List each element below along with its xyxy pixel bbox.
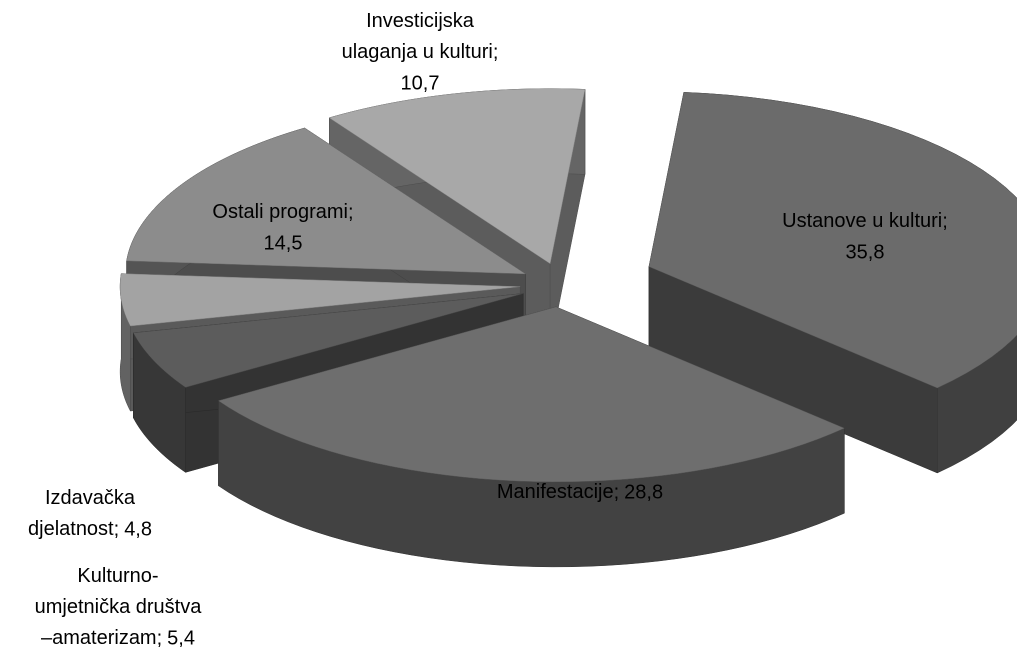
data-label-separator: ; xyxy=(493,41,499,63)
data-label: Ostali programi xyxy=(212,201,348,223)
data-label: Manifestacije xyxy=(497,481,614,503)
data-label-separator: ; xyxy=(614,481,620,503)
data-label-value: 14,5 xyxy=(264,232,303,254)
data-label: Kulturno-umjetnička društva –amaterizam xyxy=(35,565,203,649)
data-label-value: 28,8 xyxy=(624,481,663,503)
data-label-value: 5,4 xyxy=(167,627,195,649)
data-label: Izdavačka djelatnost xyxy=(28,487,136,540)
data-label-value: 4,8 xyxy=(124,518,152,540)
slice-top xyxy=(648,92,1017,389)
slice xyxy=(217,306,845,568)
data-label-value: 10,7 xyxy=(401,72,440,94)
data-label-value: 35,8 xyxy=(846,241,885,263)
data-label: Investicijska ulaganja u kulturi xyxy=(342,10,493,63)
data-label-separator: ; xyxy=(348,201,354,223)
data-label-separator: ; xyxy=(157,627,163,649)
slice-top xyxy=(119,273,521,327)
slice xyxy=(648,92,1017,474)
slice-top xyxy=(328,88,586,265)
slice-top xyxy=(126,127,527,275)
data-label-separator: ; xyxy=(942,210,948,232)
data-label-separator: ; xyxy=(114,518,120,540)
slice-top xyxy=(217,306,845,483)
data-label: Ustanove u kulturi xyxy=(782,210,942,232)
slice-top xyxy=(132,293,524,388)
